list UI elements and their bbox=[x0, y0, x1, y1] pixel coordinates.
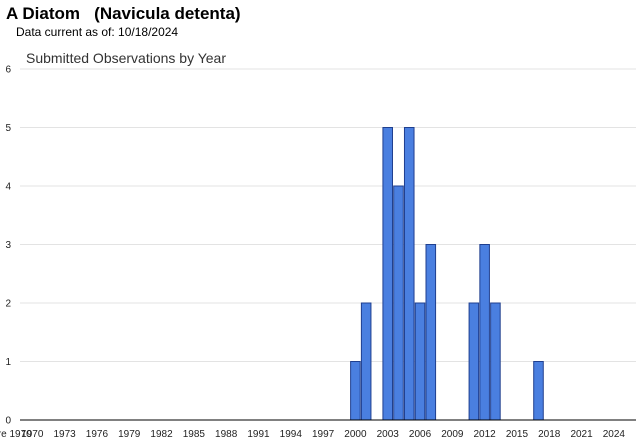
bar-2007 bbox=[425, 244, 437, 421]
bar-2011 bbox=[468, 302, 480, 421]
y-tick-label: 2 bbox=[5, 299, 11, 310]
bar-2004 bbox=[393, 185, 404, 421]
x-tick-label: 1997 bbox=[312, 429, 335, 440]
bar-2013 bbox=[490, 302, 501, 421]
x-tick-label: 1982 bbox=[150, 429, 173, 440]
bar-2000 bbox=[350, 361, 361, 421]
x-tick-label: 2012 bbox=[474, 429, 497, 440]
bars bbox=[350, 127, 544, 421]
y-tick-label: 3 bbox=[5, 240, 11, 251]
x-tick-label: 2003 bbox=[377, 429, 400, 440]
x-tick-label: 1970 bbox=[21, 429, 44, 440]
bar-2001 bbox=[360, 302, 372, 421]
y-tick-label: 4 bbox=[5, 182, 11, 193]
x-tick-label: 2000 bbox=[344, 429, 367, 440]
bar-2017 bbox=[533, 361, 544, 421]
x-tick-label: 2006 bbox=[409, 429, 432, 440]
page-title: A Diatom (Navicula detenta) bbox=[6, 4, 241, 23]
x-tick-label: 1976 bbox=[86, 429, 109, 440]
x-tick-label: 1979 bbox=[118, 429, 141, 440]
x-tick-label: 2009 bbox=[441, 429, 464, 440]
chart-title: Submitted Observations by Year bbox=[26, 50, 226, 66]
x-tick-label: 1988 bbox=[215, 429, 238, 440]
bar-2005 bbox=[403, 127, 415, 421]
y-tick-label: 5 bbox=[5, 123, 11, 134]
data-current-note: Data current as of: 10/18/2024 bbox=[16, 25, 179, 39]
y-tick-label: 1 bbox=[5, 357, 11, 368]
x-tick-label: 2015 bbox=[506, 429, 529, 440]
bar-2012 bbox=[479, 244, 490, 421]
x-tick-label: 1994 bbox=[280, 429, 303, 440]
x-tick-label: 1991 bbox=[247, 429, 270, 440]
x-tick-label: pre 1970 bbox=[0, 429, 32, 440]
x-tick-label: 2021 bbox=[570, 429, 593, 440]
x-tick-label: 1973 bbox=[53, 429, 76, 440]
y-tick-labels: 0 1 2 3 4 5 6 bbox=[5, 65, 11, 427]
x-tick-label: 2018 bbox=[538, 429, 561, 440]
bar-2006 bbox=[414, 302, 426, 421]
x-tick-label: 1985 bbox=[183, 429, 206, 440]
y-tick-label: 6 bbox=[5, 65, 11, 76]
gridlines bbox=[20, 68, 636, 362]
x-tick-label: 2024 bbox=[603, 429, 626, 440]
y-tick-label: 0 bbox=[5, 416, 11, 427]
bar-2003 bbox=[382, 127, 393, 421]
